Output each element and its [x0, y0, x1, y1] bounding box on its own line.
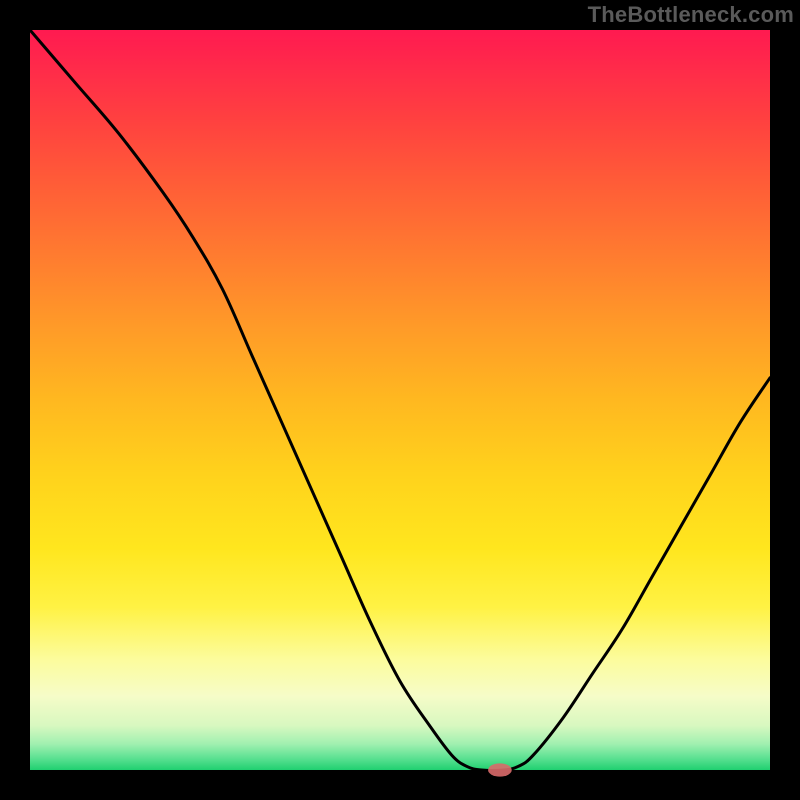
plot-area — [30, 30, 770, 770]
chart-container: TheBottleneck.com — [0, 0, 800, 800]
watermark-text: TheBottleneck.com — [588, 2, 794, 28]
optimal-marker — [488, 763, 512, 776]
bottleneck-chart — [0, 0, 800, 800]
